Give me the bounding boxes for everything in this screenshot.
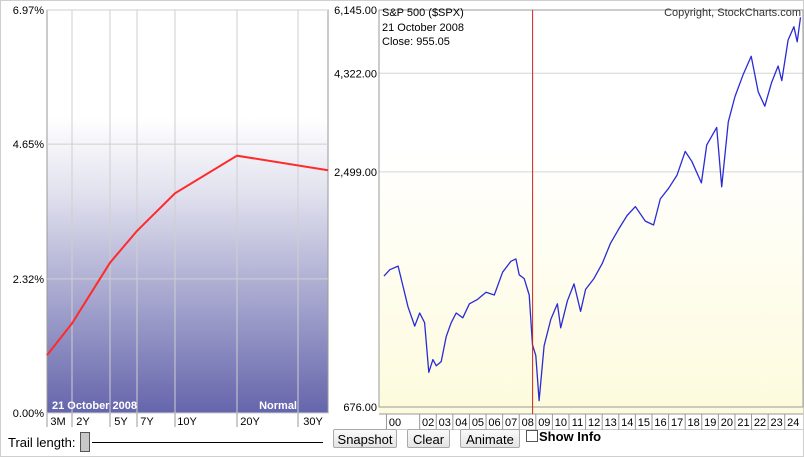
yield-curve-date-label: 21 October 2008: [52, 400, 137, 412]
yield-curve-plot-shading: [47, 118, 328, 413]
yield-curve-y-tick-label: 4.65%: [13, 139, 44, 151]
sp500-x-tick-label: 11: [572, 417, 583, 429]
clear-button[interactable]: Clear: [407, 429, 450, 448]
sp500-y-tick-label: 4,322.00: [334, 68, 377, 80]
sp500-labels: 6,145.00 4,322.00 2,499.00 676.00 00 02 03 04 05…: [334, 5, 799, 429]
yield-curve-x-tick-label: 2Y: [76, 416, 90, 428]
sp500-x-tick-label: 20: [721, 417, 733, 429]
yield-curve-grid: [46, 9, 329, 427]
sp500-x-tick-label: 15: [638, 417, 650, 429]
sp500-plot-border: [378, 9, 804, 408]
sp500-info-close: Close: 955.05: [382, 36, 450, 48]
sp500-info-date: 21 October 2008: [382, 22, 464, 34]
sp500-x-tick-label: 09: [538, 417, 550, 429]
snapshot-button[interactable]: Snapshot: [333, 429, 397, 448]
sp500-x-tick-label: 24: [787, 417, 799, 429]
sp500-plot-background: [379, 10, 803, 414]
yield-curve-x-tick-label: 7Y: [140, 416, 154, 428]
sp500-x-tick-label: 04: [455, 417, 467, 429]
sp500-x-tick-label: 06: [488, 417, 500, 429]
yield-curve-x-tick-label: 20Y: [240, 416, 260, 428]
yield-curve-type-label: Normal: [259, 400, 297, 412]
sp500-chart[interactable]: 6,145.00 4,322.00 2,499.00 676.00 00 02 03 04 05…: [330, 0, 804, 430]
sp500-title: S&P 500 ($SPX): [382, 7, 464, 19]
sp500-x-tick-label: 02: [422, 417, 434, 429]
yield-curve-x-tick-label: 30Y: [303, 416, 323, 428]
sp500-line-layer: [383, 10, 802, 414]
sp500-grid: [378, 9, 804, 430]
sp500-x-tick-label: 17: [671, 417, 683, 429]
sp500-y-tick-label: 6,145.00: [334, 5, 377, 17]
sp500-x-tick-label: 18: [688, 417, 700, 429]
sp500-y-tick-label: 2,499.00: [334, 167, 377, 179]
sp500-x-tick-label: 03: [439, 417, 451, 429]
yield-curve-x-tick-label: 3M: [50, 416, 65, 428]
show-info-checkbox[interactable]: [526, 430, 538, 442]
yield-curve-x-tick-label: 10Y: [177, 416, 197, 428]
sp500-x-tick-label: 00: [389, 417, 401, 429]
show-info-label: Show Info: [539, 429, 602, 444]
yield-curve-x-tick-label: 5Y: [114, 416, 128, 428]
sp500-x-tick-label: 23: [771, 417, 783, 429]
sp500-x-tick-label: 16: [654, 417, 666, 429]
sp500-x-tick-label: 19: [704, 417, 716, 429]
yield-curve-line-layer: [46, 154, 329, 356]
sp500-x-tick-label: 22: [754, 417, 766, 429]
sp500-x-tick-label: 12: [588, 417, 600, 429]
sp500-y-tick-label: 676.00: [343, 402, 377, 414]
trail-length-slider-thumb[interactable]: [80, 432, 90, 452]
sp500-x-tick-label: 14: [621, 417, 633, 429]
sp500-x-tick-label: 05: [472, 417, 484, 429]
sp500-x-tick-label: 08: [522, 417, 534, 429]
sp500-x-tick-label: 10: [555, 417, 567, 429]
sp500-copyright: Copyright, StockCharts.com: [664, 7, 801, 19]
yield-curve-chart[interactable]: 6.97% 4.65% 2.32% 0.00% 3M 2Y 5Y 7Y 10Y 20Y 30Y 21…: [0, 0, 330, 430]
yield-curve-labels: 6.97% 4.65% 2.32% 0.00% 3M 2Y 5Y 7Y 10Y 20Y 30Y: [13, 5, 324, 428]
sp500-x-tick-label: 21: [737, 417, 749, 429]
trail-length-label: Trail length:: [8, 435, 76, 450]
yield-curve-y-tick-label: 0.00%: [13, 408, 44, 420]
yield-curve-y-tick-label: 6.97%: [13, 5, 44, 17]
yield-curve-y-tick-label: 2.32%: [13, 274, 44, 286]
sp500-x-tick-label: 13: [605, 417, 617, 429]
animate-button[interactable]: Animate: [460, 429, 520, 448]
sp500-x-tick-label: 07: [505, 417, 517, 429]
trail-length-slider-track[interactable]: [92, 442, 323, 443]
